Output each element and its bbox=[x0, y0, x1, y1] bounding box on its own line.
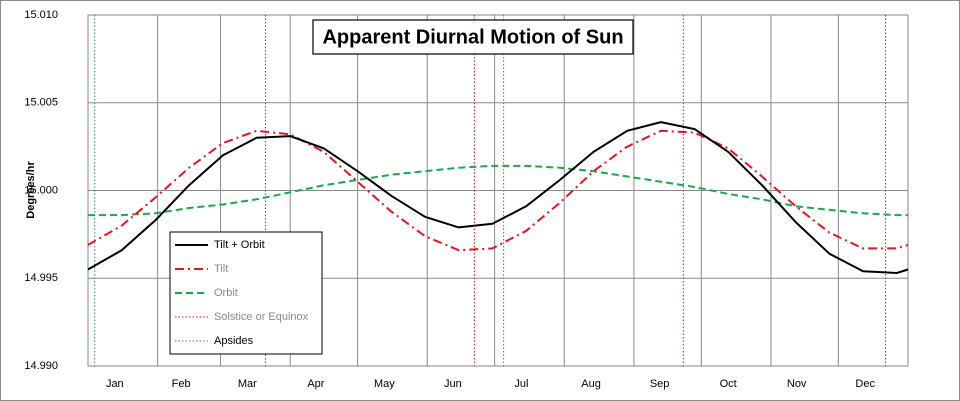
legend-label: Orbit bbox=[214, 287, 238, 299]
legend-label: Solstice or Equinox bbox=[214, 311, 309, 323]
legend-label: Tilt + Orbit bbox=[214, 239, 265, 251]
x-tick-label: Dec bbox=[855, 378, 875, 390]
x-tick-label: Jun bbox=[444, 378, 462, 390]
title-box bbox=[312, 19, 634, 55]
x-tick-label: Nov bbox=[787, 378, 807, 390]
legend: Tilt + Orbit Tilt Orbit Solstice or Equinox… bbox=[169, 231, 323, 355]
x-tick-label: Jul bbox=[514, 378, 528, 390]
x-tick-label: Sep bbox=[650, 378, 670, 390]
x-tick-label: Feb bbox=[172, 378, 191, 390]
chart-title: Apparent Diurnal Motion of Sun bbox=[322, 26, 623, 48]
y-tick-label: 15.010 bbox=[24, 9, 58, 21]
series-line bbox=[87, 121, 909, 274]
y-axis-label: Degrees/hr bbox=[25, 161, 37, 219]
plot bbox=[87, 15, 909, 366]
y-tick-label: 15.000 bbox=[24, 184, 58, 196]
series-line bbox=[88, 164, 908, 217]
y-tick-label: 15.005 bbox=[24, 97, 58, 109]
y-tick-label: 14.995 bbox=[24, 272, 58, 284]
x-tick-label: Mar bbox=[238, 378, 257, 390]
x-tick-label: Apr bbox=[307, 378, 324, 390]
y-tick-label: 14.990 bbox=[24, 360, 58, 372]
legend-label: Tilt bbox=[214, 263, 228, 275]
series-line bbox=[87, 129, 909, 252]
x-tick-label: Oct bbox=[720, 378, 737, 390]
x-tick-label: Jan bbox=[106, 378, 124, 390]
legend-label: Apsides bbox=[214, 335, 254, 347]
x-tick-label: Aug bbox=[581, 378, 601, 390]
legend-box bbox=[169, 231, 323, 355]
x-tick-label: May bbox=[374, 378, 395, 390]
